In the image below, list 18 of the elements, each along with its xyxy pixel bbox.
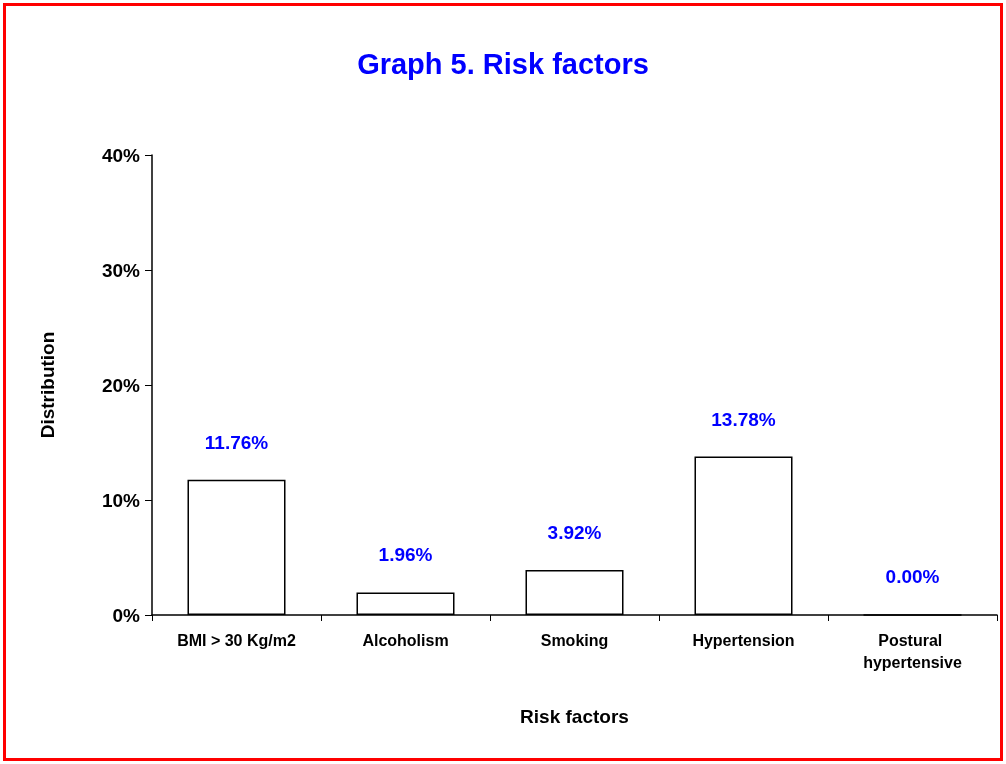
x-tick-label: Smoking — [540, 631, 609, 649]
data-label: 0.00% — [885, 566, 940, 588]
y-tick-label: 30% — [101, 259, 141, 281]
y-tick-label: 20% — [101, 374, 141, 396]
x-tick-label: BMI > 30 Kg/m2 — [177, 631, 296, 649]
y-tick-label: 10% — [101, 489, 141, 511]
y-tick-label: 40% — [101, 144, 141, 166]
x-tick-label: Alcoholism — [362, 631, 449, 649]
x-tick-label: Hypertension — [692, 631, 795, 649]
x-tick-label: Postural hypertensive — [863, 631, 962, 671]
data-label: 1.96% — [378, 544, 433, 566]
chart-title: Graph 5. Risk factors — [357, 47, 649, 80]
y-tick-label: 0% — [112, 604, 141, 626]
data-label: 3.92% — [547, 521, 602, 543]
x-axis-title: Risk factors — [520, 706, 629, 727]
data-label: 11.76% — [204, 431, 269, 453]
y-axis-title: Distribution — [37, 331, 58, 439]
data-label: 13.78% — [711, 408, 776, 430]
